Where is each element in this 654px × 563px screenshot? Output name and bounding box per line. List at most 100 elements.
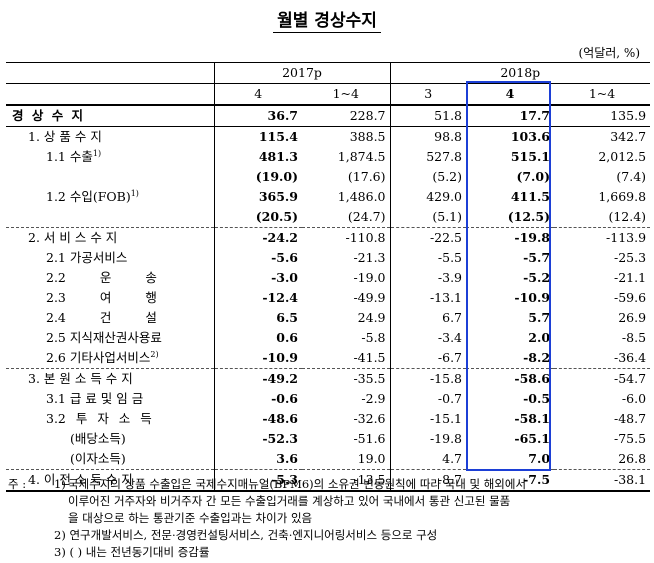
cell: (7.0) bbox=[516, 169, 551, 184]
cell: -35.5 bbox=[302, 368, 391, 389]
cell: -19.8 bbox=[466, 227, 555, 248]
cell: (7.4) bbox=[616, 169, 647, 184]
row-label: 1. 상 품 수 지 bbox=[6, 126, 214, 147]
table-row: 2. 서 비 스 수 지 -24.2 -110.8 -22.5 -19.8 -1… bbox=[6, 227, 651, 248]
cell: (17.6) bbox=[347, 169, 386, 184]
table-row: (20.5) (24.7) (5.1) (12.5) (12.4) bbox=[6, 207, 650, 228]
table-row: 2.5 지식재산권사용료 0.6 -5.8 -3.4 2.0 -8.5 bbox=[6, 328, 650, 348]
footnote-number: 1) bbox=[54, 477, 66, 491]
cell: -24.2 bbox=[213, 227, 302, 248]
cell: -65.1 bbox=[514, 431, 551, 446]
cell: 411.5 bbox=[510, 189, 551, 204]
cell: -22.5 bbox=[389, 227, 467, 248]
cell: -0.6 bbox=[213, 389, 302, 409]
row-label: 3. 본 원 소 득 수 지 bbox=[6, 368, 214, 389]
cell: -41.5 bbox=[353, 350, 386, 365]
table-row: 1.2 수입(FOB)1) 365.9 1,486.0 429.0 411.5 … bbox=[6, 187, 650, 207]
cell: -59.6 bbox=[613, 290, 647, 305]
cell: 24.9 bbox=[357, 310, 386, 325]
table-row: 1.1 수출1) 481.3 1,874.5 527.8 515.1 2,012… bbox=[6, 147, 650, 167]
cell: -58.1 bbox=[514, 411, 551, 426]
cell: -75.5 bbox=[613, 431, 647, 446]
cell: 4.7 bbox=[389, 449, 467, 470]
row-label: 2. 서 비 스 수 지 bbox=[6, 227, 214, 248]
cell: -5.8 bbox=[361, 330, 386, 345]
cell: 135.9 bbox=[554, 104, 651, 127]
footnote-1: 주 : 1) 국제수지의 상품 수출입은 국제수지매뉴얼(BPM6)의 소유권 … bbox=[0, 476, 654, 493]
page-title: 월별 경상수지 bbox=[0, 6, 654, 33]
cell: 36.7 bbox=[213, 104, 302, 127]
cell: -10.9 bbox=[514, 290, 551, 305]
cell: -58.6 bbox=[466, 368, 555, 389]
row-label: 4. 이 전 소 득 수 지 bbox=[6, 469, 214, 492]
table-row: (19.0) (17.6) (5.2) (7.0) (7.4) bbox=[6, 167, 650, 187]
footnote-text: 국제수지의 상품 수출입은 국제수지매뉴얼(BPM6)의 소유권 변동원칙에 따… bbox=[68, 477, 527, 491]
cell: (20.5) bbox=[213, 207, 302, 228]
cell: -13.1 bbox=[389, 288, 467, 308]
cell: -5.7 bbox=[523, 250, 551, 265]
cell: 1,874.5 bbox=[337, 149, 386, 164]
row-label: 2.6 기타사업서비스2) bbox=[46, 349, 159, 365]
cell: -21.3 bbox=[353, 250, 386, 265]
cell: -48.7 bbox=[613, 411, 647, 426]
cell: 515.1 bbox=[510, 149, 551, 164]
row-label: 경 상 수 지 bbox=[6, 104, 214, 127]
header-month: 1~4 bbox=[302, 83, 391, 105]
cell: -8.5 bbox=[621, 330, 647, 345]
header-2018: 2018p bbox=[389, 62, 651, 84]
cell: -10.9 bbox=[213, 348, 302, 369]
cell: -113.9 bbox=[554, 227, 651, 248]
table-row: 4. 이 전 소 득 수 지 -5.3 -13.5 -8.7 -7.5 -38.… bbox=[6, 469, 651, 492]
cell: -3.4 bbox=[389, 328, 467, 348]
cell: -110.8 bbox=[302, 227, 391, 248]
cell: -48.6 bbox=[213, 409, 302, 429]
cell: -25.3 bbox=[613, 250, 647, 265]
row-label: 3.1 급 료 및 임 금 bbox=[46, 391, 144, 406]
cell: 388.5 bbox=[302, 126, 391, 147]
cell: -8.2 bbox=[523, 350, 551, 365]
cell: 26.9 bbox=[618, 310, 647, 325]
cell: -52.3 bbox=[213, 429, 302, 449]
row-label: 2.2 운 송 bbox=[46, 270, 157, 285]
cell: 51.8 bbox=[389, 104, 467, 127]
cell: (5.2) bbox=[389, 167, 467, 187]
table-row: 3. 본 원 소 득 수 지 -49.2 -35.5 -15.8 -58.6 -… bbox=[6, 368, 651, 389]
cell: 6.5 bbox=[213, 308, 302, 328]
cell: 7.0 bbox=[528, 451, 551, 466]
cell: 6.7 bbox=[389, 308, 467, 328]
cell: 527.8 bbox=[389, 147, 467, 167]
cell: 98.8 bbox=[389, 126, 467, 147]
cell: 2.0 bbox=[528, 330, 551, 345]
table-row: 3.1 급 료 및 임 금 -0.6 -2.9 -0.7 -0.5 -6.0 bbox=[6, 389, 650, 409]
cell: 0.6 bbox=[213, 328, 302, 348]
cell: -32.6 bbox=[353, 411, 386, 426]
cell: -13.5 bbox=[302, 469, 391, 492]
unit-label: (억달러, %) bbox=[578, 46, 640, 60]
cell: -0.5 bbox=[523, 391, 551, 406]
footnote-3: 3) ( ) 내는 전년동기대비 증감률 bbox=[54, 545, 210, 559]
current-account-table: 2017p 2018p 4 1~4 3 4 1~4 경 상 수 지 36.7 2… bbox=[6, 62, 651, 492]
header-month: 4 bbox=[213, 83, 302, 105]
header-month-row: 4 1~4 3 4 1~4 bbox=[6, 83, 651, 105]
footnotes: 주 : 1) 국제수지의 상품 수출입은 국제수지매뉴얼(BPM6)의 소유권 … bbox=[0, 476, 654, 561]
footnote-text: 을 대상으로 하는 통관기준 수출입과는 차이가 있음 bbox=[68, 511, 313, 525]
row-label: 3.2 투 자 소 득 bbox=[46, 411, 152, 426]
cell: -54.7 bbox=[554, 368, 651, 389]
cell: 26.8 bbox=[618, 451, 647, 466]
cell: -49.2 bbox=[213, 368, 302, 389]
cell: 1,669.8 bbox=[598, 189, 647, 204]
table-row: (배당소득) -52.3 -51.6 -19.8 -65.1 -75.5 bbox=[6, 429, 650, 449]
row-label: 2.5 지식재산권사용료 bbox=[46, 330, 162, 345]
row-label: 2.3 여 행 bbox=[46, 290, 157, 305]
row-label: 2.1 가공서비스 bbox=[46, 250, 128, 265]
cell: (19.0) bbox=[213, 167, 302, 187]
cell: 19.0 bbox=[357, 451, 386, 466]
header-month: 1~4 bbox=[554, 83, 651, 105]
cell: -12.4 bbox=[213, 288, 302, 308]
table-row: 2.3 여 행 -12.4 -49.9 -13.1 -10.9 -59.6 bbox=[6, 288, 650, 308]
cell: -6.0 bbox=[621, 391, 647, 406]
header-year-row: 2017p 2018p bbox=[6, 62, 651, 84]
cell: -21.1 bbox=[613, 270, 647, 285]
cell: 3.6 bbox=[213, 449, 302, 470]
cell: 228.7 bbox=[302, 104, 391, 127]
